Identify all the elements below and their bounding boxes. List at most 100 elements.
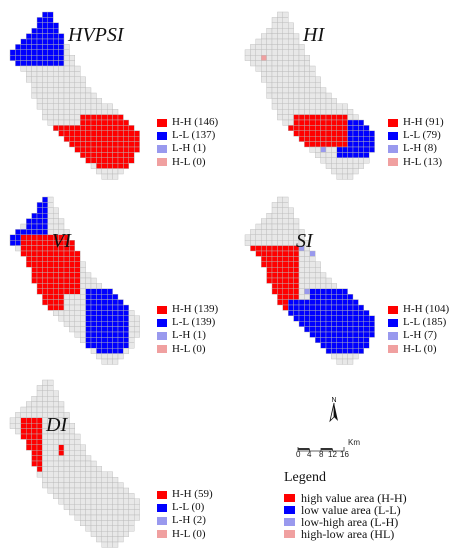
grid-cell [20, 234, 27, 241]
scale-unit: Km [348, 438, 360, 447]
grid-cell [282, 38, 289, 45]
grid-cell [36, 250, 43, 257]
grid-cell [347, 108, 354, 115]
grid-cell [15, 229, 21, 235]
legend-row-lh: L-H (2) [157, 514, 213, 527]
grid-cell [15, 412, 21, 418]
grid-cell [106, 141, 113, 148]
grid-cell [85, 482, 92, 489]
grid-cell [117, 493, 124, 499]
grid-cell [58, 487, 65, 494]
grid-cell [309, 304, 316, 311]
grid-cell [304, 283, 310, 289]
grid-cell [42, 44, 49, 51]
grid-cell [101, 146, 108, 153]
grid-cell [79, 98, 86, 105]
grid-cell [90, 157, 97, 164]
grid-cell [69, 487, 76, 494]
grid-cell [358, 315, 364, 322]
grid-cell [47, 450, 54, 456]
grid-cell [282, 114, 289, 121]
grid-cell [90, 92, 97, 99]
scale-bar-graphic [297, 447, 345, 452]
grid-cell [79, 277, 86, 284]
grid-cell [352, 125, 359, 132]
grid-cell [244, 49, 251, 56]
grid-cell [63, 267, 70, 273]
panel-legend-di: H-H (59) L-L (0) L-H (2) H-L (0) [157, 488, 213, 541]
grid-cell [36, 55, 43, 61]
legend-row-ll: L-L (79) [388, 129, 444, 142]
grid-cell [69, 471, 76, 478]
grid-cell [250, 239, 256, 246]
grid-cell [74, 98, 81, 105]
grid-cell [315, 261, 321, 268]
grid-cell [363, 342, 370, 349]
grid-cell [74, 498, 81, 505]
grid-cell [309, 81, 316, 88]
grid-cell [352, 342, 359, 349]
grid-cell [42, 17, 49, 23]
grid-cell [261, 229, 267, 235]
grid-cell [266, 245, 273, 252]
scale-bar: 0 4 8 12 16 Km [296, 438, 376, 460]
grid-cell [63, 261, 70, 268]
grid-cell [20, 44, 27, 51]
grid-cell [74, 315, 81, 322]
grid-cell [53, 477, 59, 483]
grid-cell [293, 44, 300, 51]
grid-cell [282, 76, 289, 83]
grid-cell [53, 55, 59, 61]
grid-cell [20, 245, 27, 252]
grid-cell [69, 119, 76, 126]
grid-cell [96, 531, 103, 537]
grid-cell [42, 256, 49, 262]
grid-cell [31, 234, 38, 241]
legend-row-hl: H-L (0) [157, 156, 218, 169]
grid-cell [47, 267, 54, 273]
grid-cell [347, 130, 354, 137]
grid-cell [79, 108, 86, 115]
grid-cell [320, 87, 327, 94]
grid-cell [298, 71, 305, 78]
hh-swatch [157, 118, 167, 127]
grid-cell [58, 304, 65, 311]
grid-cell [304, 315, 310, 322]
grid-cell [96, 299, 103, 306]
grid-cell [74, 487, 81, 494]
grid-cell [271, 288, 278, 295]
grid-cell [112, 514, 119, 521]
grid-cell [36, 38, 43, 45]
grid-cell [74, 477, 81, 483]
grid-cell [31, 261, 38, 268]
grid-cell [293, 288, 300, 295]
grid-cell [112, 114, 119, 121]
grid-cell [358, 162, 364, 169]
grid-cell [304, 71, 310, 78]
grid-cell [298, 55, 305, 61]
grid-cell [293, 81, 300, 88]
grid-cell [31, 81, 38, 88]
grid-cell [128, 310, 135, 316]
grid-cell [79, 310, 86, 316]
grid-cell [304, 55, 310, 61]
grid-cell [293, 299, 300, 306]
grid-cell [336, 337, 343, 343]
grid-cell [101, 114, 108, 121]
grid-cell [347, 152, 354, 158]
grid-cell [79, 321, 86, 327]
grid-cell [293, 87, 300, 94]
hl-swatch [157, 530, 167, 539]
grid-cell [69, 267, 76, 273]
grid-cell [369, 130, 375, 137]
grid-cell [255, 60, 262, 67]
grid-cell [53, 212, 59, 219]
grid-cell [112, 541, 119, 548]
grid-cell [26, 428, 32, 435]
grid-cell [79, 283, 86, 289]
grid-cell [244, 234, 251, 241]
grid-cell [63, 272, 70, 279]
grid-cell [352, 315, 359, 322]
grid-cell [85, 342, 92, 349]
